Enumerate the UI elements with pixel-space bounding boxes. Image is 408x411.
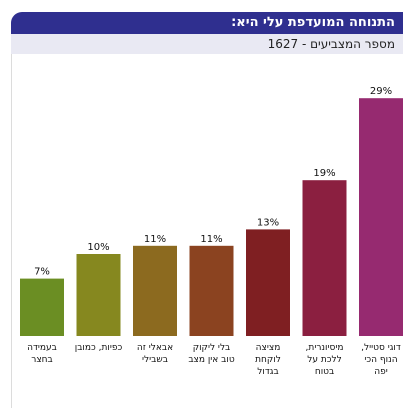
category-label-3: אבאלי זה בשבילי (136, 343, 174, 365)
bar-2 (76, 254, 121, 336)
bar-chart: 7% 10% 11% 11% 13% 19% 29% בעמידה בחצר כפיות, כ… (11, 54, 403, 408)
voters-count: מספר המצביעים - 1627 (11, 34, 403, 54)
poll-title: התנוחה המועדפת עלי היא: (11, 12, 403, 34)
value-label-3: 11% (144, 234, 166, 245)
bar-7 (359, 98, 403, 336)
poll-results-panel: התנוחה המועדפת עלי היא: מספר המצביעים - … (11, 12, 403, 408)
bar-4 (189, 245, 234, 336)
bar-6 (302, 180, 347, 336)
value-label-7: 29% (370, 86, 392, 97)
category-label-5: מציצה לוקחת בגדול (255, 343, 281, 377)
category-label-4: בלי ליקוק טוב אין מצב (188, 343, 235, 365)
category-label-7: דוגי סטייל, הנוף הכי יפה (361, 343, 401, 377)
value-label-1: 7% (34, 267, 50, 278)
value-label-5: 13% (257, 217, 279, 228)
category-label-1: בעמידה בחצר (27, 343, 57, 365)
bar-1 (20, 278, 64, 336)
value-label-4: 11% (200, 234, 222, 245)
value-label-6: 19% (313, 168, 335, 179)
bar-5 (246, 229, 290, 336)
category-label-6: מיסיונרית, ללכת על בטוח (305, 343, 344, 377)
chart-canvas: 7% 10% 11% 11% 13% 19% 29% (20, 86, 403, 336)
category-label-2: כפיות, כמובן (74, 343, 123, 353)
bar-3 (133, 245, 177, 336)
value-label-2: 10% (87, 242, 109, 253)
